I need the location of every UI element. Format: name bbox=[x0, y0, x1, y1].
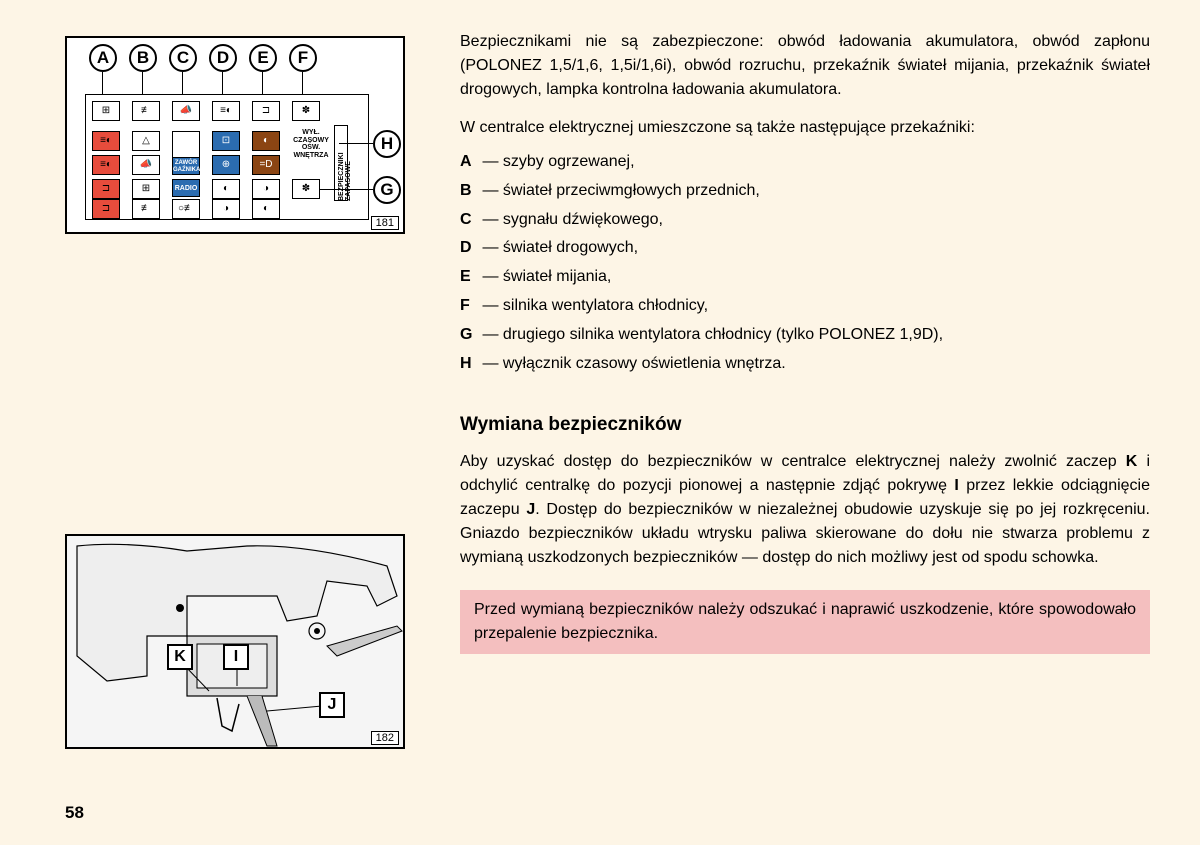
fuse-icon: ≡◐ bbox=[92, 131, 120, 151]
label-I: I bbox=[223, 644, 249, 670]
intro-paragraph: Bezpiecznikami nie są zabezpieczone: obw… bbox=[460, 30, 1150, 102]
page-layout: A B C D E F H G ⊞ ≢ 📣 ≡◐ ⊐ bbox=[65, 30, 1150, 749]
fuse-icon: ◑ bbox=[252, 179, 280, 199]
relay-item: C — sygnału dźwiękowego, bbox=[460, 206, 1150, 235]
label-K: K bbox=[167, 644, 193, 670]
fuse-icon: △ bbox=[132, 131, 160, 151]
label-H: H bbox=[373, 130, 401, 158]
fuse-icon: ⊕ bbox=[212, 155, 240, 175]
fuse-icon: ⊡ bbox=[212, 131, 240, 151]
relay-icon: ⊐ bbox=[252, 101, 280, 121]
lead bbox=[182, 72, 183, 94]
label-A: A bbox=[89, 44, 117, 72]
fuse-icon: ◐ bbox=[212, 179, 240, 199]
access-paragraph: Aby uzyskać dostęp do bezpieczników w ce… bbox=[460, 450, 1150, 570]
fuse-icon: ≢ bbox=[132, 199, 160, 219]
radio-label: RADIO bbox=[172, 179, 200, 197]
spare-slot bbox=[334, 125, 348, 201]
label-C: C bbox=[169, 44, 197, 72]
valve-label: ZAWÓR GAŹNIKA bbox=[172, 157, 200, 175]
warning-box: Przed wymianą bezpieczników należy odszu… bbox=[460, 590, 1150, 654]
label-B: B bbox=[129, 44, 157, 72]
dash-svg bbox=[67, 536, 403, 747]
lead bbox=[142, 72, 143, 94]
lead bbox=[102, 72, 103, 94]
fuse-diagram: A B C D E F H G ⊞ ≢ 📣 ≡◐ ⊐ bbox=[65, 36, 405, 234]
relay-icon: ≡◐ bbox=[212, 101, 240, 121]
label-G: G bbox=[373, 176, 401, 204]
relay-list: A — szyby ogrzewanej,B — świateł przeciw… bbox=[460, 148, 1150, 378]
dashboard-diagram: K I J 182 bbox=[65, 534, 405, 749]
relay-item: A — szyby ogrzewanej, bbox=[460, 148, 1150, 177]
relay-icon: ≢ bbox=[132, 101, 160, 121]
fuse-icon: ◑ bbox=[212, 199, 240, 219]
fuse-icon: ≡◐ bbox=[92, 155, 120, 175]
fuse-box-outline: ⊞ ≢ 📣 ≡◐ ⊐ ✽ ≡◐ △ ⊡ ◐ WYŁ. CZASOWY OŚW. … bbox=[85, 94, 369, 220]
relay-item: E — świateł mijania, bbox=[460, 263, 1150, 292]
figure-number: 181 bbox=[371, 216, 399, 230]
relay-item: B — świateł przeciwmgłowych przednich, bbox=[460, 177, 1150, 206]
relay-item: G — drugiego silnika wentylatora chłodni… bbox=[460, 321, 1150, 350]
lead bbox=[302, 72, 303, 94]
relay-item: H — wyłącznik czasowy oświetlenia wnętrz… bbox=[460, 350, 1150, 379]
fuse-icon: =D bbox=[252, 155, 280, 175]
label-D: D bbox=[209, 44, 237, 72]
label-E: E bbox=[249, 44, 277, 72]
fuse-icon: ◐ bbox=[252, 131, 280, 151]
relay-icon: 📣 bbox=[172, 101, 200, 121]
right-column: Bezpiecznikami nie są zabezpieczone: obw… bbox=[460, 30, 1150, 749]
label-F: F bbox=[289, 44, 317, 72]
page-number: 58 bbox=[65, 803, 84, 823]
fan-icon: ✽ bbox=[292, 179, 320, 199]
figure-number: 182 bbox=[371, 731, 399, 745]
relay-intro: W centralce elektrycznej umieszczone są … bbox=[460, 116, 1150, 140]
label-J: J bbox=[319, 692, 345, 718]
fan-icon: ✽ bbox=[292, 101, 320, 121]
lead bbox=[222, 72, 223, 94]
lead bbox=[262, 72, 263, 94]
fuse-icon: ◐ bbox=[252, 199, 280, 219]
fuse-icon: 📣 bbox=[132, 155, 160, 175]
section-heading: Wymiana bezpieczników bbox=[460, 414, 1150, 436]
fuse-icon: ⊐ bbox=[92, 199, 120, 219]
left-column: A B C D E F H G ⊞ ≢ 📣 ≡◐ ⊐ bbox=[65, 30, 425, 749]
fuse-icon: ⊐ bbox=[92, 179, 120, 199]
relay-icon: ⊞ bbox=[92, 101, 120, 121]
relay-item: D — świateł drogowych, bbox=[460, 234, 1150, 263]
relay-item: F — silnika wentylatora chłodnicy, bbox=[460, 292, 1150, 321]
fuse-icon: ○≢ bbox=[172, 199, 200, 219]
fuse-icon: ⊞ bbox=[132, 179, 160, 199]
timer-label: WYŁ. CZASOWY OŚW. WNĘTRZA bbox=[292, 129, 330, 160]
